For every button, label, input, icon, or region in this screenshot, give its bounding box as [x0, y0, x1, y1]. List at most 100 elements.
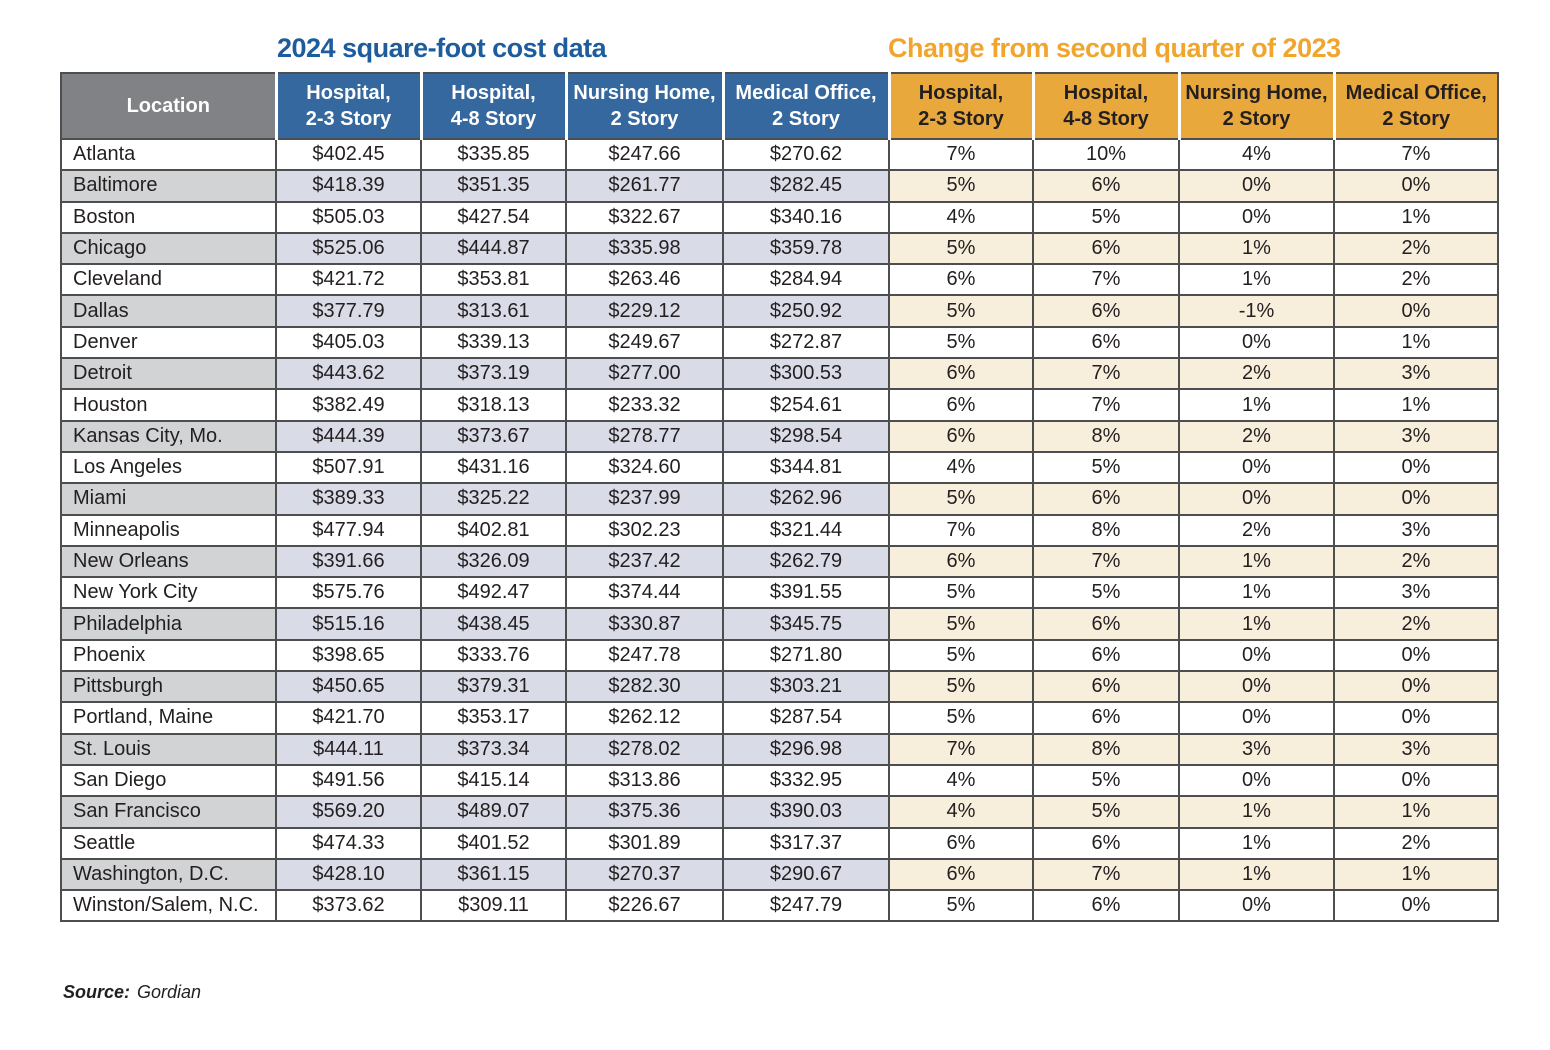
change-cell: 2% [1333, 826, 1499, 860]
header-line: Hospital, [451, 81, 536, 104]
cost-cell: $335.85 [420, 137, 567, 172]
table-row: Miami $389.33 $325.22 $237.99 $262.96 5% 6% 0% 0… [60, 482, 1499, 516]
cost-cell: $332.95 [722, 763, 890, 798]
cost-cell: $474.33 [275, 826, 422, 860]
cost-cell: $247.79 [722, 889, 890, 923]
location-cell: New Orleans [60, 544, 277, 579]
change-cell: 1% [1178, 795, 1335, 829]
change-cell: 6% [1032, 826, 1180, 860]
change-cell: 6% [888, 419, 1034, 453]
change-cell: 0% [1178, 200, 1335, 234]
change-cell: 7% [1032, 544, 1180, 579]
change-cell: 3% [1333, 357, 1499, 391]
cost-cell: $444.39 [275, 419, 422, 453]
table-row: Kansas City, Mo. $444.39 $373.67 $278.77 $29… [60, 419, 1499, 453]
header-line: Nursing Home, [573, 81, 716, 104]
cost-cell: $321.44 [722, 513, 890, 547]
cost-cell: $491.56 [275, 763, 422, 798]
cost-cell: $505.03 [275, 200, 422, 234]
cost-cell: $351.35 [420, 169, 567, 203]
change-cell: 4% [1178, 137, 1335, 172]
cost-cell: $373.19 [420, 357, 567, 391]
change-cell: 0% [1178, 889, 1335, 923]
cost-cell: $402.81 [420, 513, 567, 547]
cost-cell: $415.14 [420, 763, 567, 798]
cost-cell: $272.87 [722, 325, 890, 360]
change-cell: 2% [1178, 419, 1335, 453]
change-cell: 5% [888, 607, 1034, 641]
change-cell: 0% [1333, 169, 1499, 203]
cost-cell: $402.45 [275, 137, 422, 172]
cost-cell: $427.54 [420, 200, 567, 234]
header-line: 2 Story [772, 108, 840, 130]
change-cell: 5% [1032, 763, 1180, 798]
cost-cell: $278.02 [565, 732, 724, 766]
source-label: Source: [63, 982, 131, 1002]
change-cell: 0% [1333, 889, 1499, 923]
cost-cell: $391.66 [275, 544, 422, 579]
change-cell: 5% [1032, 795, 1180, 829]
cost-cell: $324.60 [565, 450, 724, 485]
change-cell: 4% [888, 763, 1034, 798]
change-cell: 7% [1333, 137, 1499, 172]
location-cell: Minneapolis [60, 513, 277, 547]
cost-cell: $271.80 [722, 638, 890, 673]
cost-cell: $374.44 [565, 576, 724, 610]
change-cell: 0% [1178, 325, 1335, 360]
change-cell: 0% [1333, 450, 1499, 485]
change-cell: 5% [888, 231, 1034, 266]
cost-cell: $373.34 [420, 732, 567, 766]
table-row: San Diego $491.56 $415.14 $313.86 $332.95 4% 5… [60, 763, 1499, 798]
cost-cell: $359.78 [722, 231, 890, 266]
cost-cell: $250.92 [722, 294, 890, 328]
change-cell: 5% [888, 294, 1034, 328]
change-cell: 7% [1032, 263, 1180, 297]
cost-cell: $438.45 [420, 607, 567, 641]
cost-cell: $431.16 [420, 450, 567, 485]
cost-cell: $450.65 [275, 670, 422, 704]
table-row: Cleveland $421.72 $353.81 $263.46 $284.94 6% 7… [60, 263, 1499, 297]
cost-cell: $345.75 [722, 607, 890, 641]
table-row: Winston/Salem, N.C. $373.62 $309.11 $226.67… [60, 889, 1499, 923]
location-cell: Philadelphia [60, 607, 277, 641]
section-title-costs: 2024 square-foot cost data [277, 33, 607, 63]
change-cell: 1% [1178, 231, 1335, 266]
cost-cell: $443.62 [275, 357, 422, 391]
change-cell: 6% [1032, 169, 1180, 203]
change-cell: 5% [888, 576, 1034, 610]
change-cell: 5% [888, 638, 1034, 673]
cost-cell: $313.86 [565, 763, 724, 798]
change-cell: 0% [1333, 638, 1499, 673]
cost-cell: $317.37 [722, 826, 890, 860]
change-cell: 6% [1032, 231, 1180, 266]
table-row: New York City $575.76 $492.47 $374.44 $391.5… [60, 576, 1499, 610]
change-cell: 4% [888, 450, 1034, 485]
change-cell: 5% [888, 482, 1034, 516]
change-cell: 6% [1032, 482, 1180, 516]
change-cell: 0% [1178, 763, 1335, 798]
change-cell: 2% [1333, 263, 1499, 297]
table-row: Baltimore $418.39 $351.35 $261.77 $282.45 5% 6… [60, 169, 1499, 203]
source-value: Gordian [137, 982, 202, 1002]
change-cell: 7% [1032, 357, 1180, 391]
table-row: Boston $505.03 $427.54 $322.67 $340.16 4% 5% 0%… [60, 200, 1499, 234]
change-cell: 0% [1333, 294, 1499, 328]
change-cell: 3% [1333, 576, 1499, 610]
change-cell: 0% [1333, 670, 1499, 704]
cost-cell: $391.55 [722, 576, 890, 610]
location-cell: New York City [60, 576, 277, 610]
cost-table: Location Hospital, 2-3 Story Hospital, 4-8… [60, 72, 1499, 923]
location-cell: Denver [60, 325, 277, 360]
cost-cell: $226.67 [565, 889, 724, 923]
change-cell: 1% [1333, 200, 1499, 234]
table-row: Pittsburgh $450.65 $379.31 $282.30 $303.21 5%… [60, 670, 1499, 704]
cost-cell: $233.32 [565, 388, 724, 422]
cost-cell: $229.12 [565, 294, 724, 328]
header-line: Hospital, [306, 81, 391, 104]
cost-cell: $379.31 [420, 670, 567, 704]
change-cell: 1% [1178, 857, 1335, 892]
cost-cell: $290.67 [722, 857, 890, 892]
column-header-cost-hospital-4-8: Hospital, 4-8 Story [419, 72, 567, 140]
column-header-change-nursing-home: Nursing Home, 2 Story [1177, 72, 1335, 140]
change-cell: 6% [1032, 701, 1180, 735]
